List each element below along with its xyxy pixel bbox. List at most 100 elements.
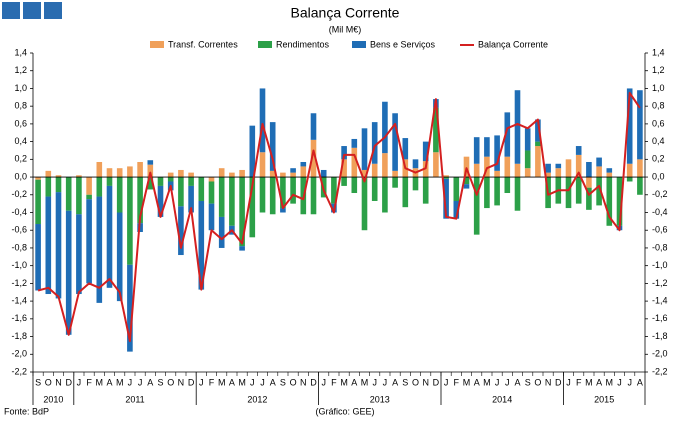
x-tick-label: S [280, 377, 286, 387]
legend-label: Bens e Serviços [370, 39, 436, 49]
bar-segment [545, 163, 551, 173]
bar-segment [198, 200, 205, 290]
x-tick-label: N [300, 377, 307, 387]
bar-segment [300, 161, 307, 167]
x-tick-label: J [505, 377, 510, 387]
bar-segment [249, 177, 256, 238]
x-tick-label: M [361, 377, 369, 387]
bar-segment [361, 128, 368, 170]
bar-segment [147, 177, 154, 190]
bar-segment [402, 138, 409, 160]
bar-segment [433, 152, 439, 178]
bar-segment [351, 177, 358, 194]
bar-segment [331, 177, 337, 204]
x-tick-label: A [147, 377, 153, 387]
bar-segment [453, 177, 460, 201]
bar-segment [208, 181, 215, 204]
bar-segment [35, 179, 41, 225]
bar-segment [310, 139, 317, 178]
bar-segment [45, 196, 52, 295]
bar-segment [514, 177, 521, 211]
x-tick-label: A [474, 377, 480, 387]
bar-segment [463, 177, 470, 185]
bar-segment [280, 177, 286, 209]
bar-segment [545, 172, 551, 178]
legend-label: Balança Corrente [478, 39, 548, 49]
bar-segment [433, 107, 439, 153]
bar-segment [361, 169, 368, 178]
bar-segment [504, 156, 511, 178]
y2-tick-label: 0,6 [652, 118, 665, 128]
y-tick-label: -1,2 [11, 278, 27, 288]
bar-segment [422, 141, 429, 162]
bar-segment [188, 172, 194, 178]
bar-segment [96, 196, 103, 303]
bar-segment [484, 177, 490, 209]
x-tick-label: O [534, 377, 541, 387]
bar-segment [269, 177, 276, 215]
bar-segment [535, 141, 541, 147]
bar-segment [198, 177, 205, 201]
bar-segment [637, 90, 643, 160]
bar-segment [382, 101, 388, 154]
bar-segment [524, 150, 531, 169]
bar-segment [555, 168, 562, 178]
y-tick-label: -1,6 [11, 313, 27, 323]
bar-segment [269, 122, 276, 171]
x-tick-label: M [463, 377, 471, 387]
bar-segment [586, 161, 592, 178]
x-tick-label: J [495, 377, 500, 387]
y-tick-label: -0,6 [11, 225, 27, 235]
bar-segment [86, 177, 92, 195]
y-tick-label: 1,0 [14, 83, 27, 93]
chart-title: Balança Corrente [291, 5, 400, 21]
bar-segment [341, 146, 347, 160]
bar-segment [320, 169, 327, 178]
y2-tick-label: -0,4 [652, 207, 668, 217]
y2-tick-label: -2,2 [652, 366, 668, 376]
bar-segment [65, 177, 72, 211]
y-tick-label: -1,4 [11, 295, 27, 305]
y-tick-label: 0,0 [14, 171, 27, 181]
bar-segment [473, 163, 480, 178]
bar-segment [555, 163, 562, 169]
bar-segment [239, 169, 245, 178]
x-tick-label: M [238, 377, 246, 387]
x-tick-label: N [55, 377, 62, 387]
x-tick-label: A [392, 377, 398, 387]
x-tick-label: J [199, 377, 204, 387]
chart-subtitle: (Mil M€) [329, 24, 362, 34]
x-tick-label: M [606, 377, 614, 387]
bar-segment [504, 112, 511, 157]
bar-segment [239, 246, 245, 251]
y2-tick-label: 1,0 [652, 83, 665, 93]
logo-square [23, 2, 41, 19]
x-tick-label: F [209, 377, 215, 387]
legend-label: Rendimentos [276, 39, 330, 49]
bar-segment [575, 177, 582, 204]
bar-segment [218, 216, 225, 248]
bar-segment [55, 192, 62, 299]
bar-segment [371, 163, 378, 178]
x-tick-label: J [627, 377, 632, 387]
bar-segment [116, 212, 123, 302]
bar-segment [626, 88, 633, 164]
bar-segment [218, 168, 225, 178]
y-tick-label: 0,2 [14, 154, 27, 164]
x-tick-label: O [167, 377, 174, 387]
x-tick-label: D [433, 377, 440, 387]
bar-segment [484, 137, 490, 157]
bar-segment [637, 177, 643, 195]
legend-swatch [258, 41, 272, 48]
bar-segment [65, 210, 72, 335]
y2-tick-label: -0,2 [652, 189, 668, 199]
bar-segment [494, 170, 500, 178]
y2-tick-label: -2,0 [652, 349, 668, 359]
y2-tick-label: 1,4 [652, 47, 665, 57]
bar-segment [269, 170, 276, 178]
bar-segment [514, 163, 521, 178]
year-label: 2014 [492, 394, 512, 404]
bar-segment [351, 138, 358, 148]
x-tick-label: J [372, 377, 377, 387]
x-tick-label: J [444, 377, 449, 387]
